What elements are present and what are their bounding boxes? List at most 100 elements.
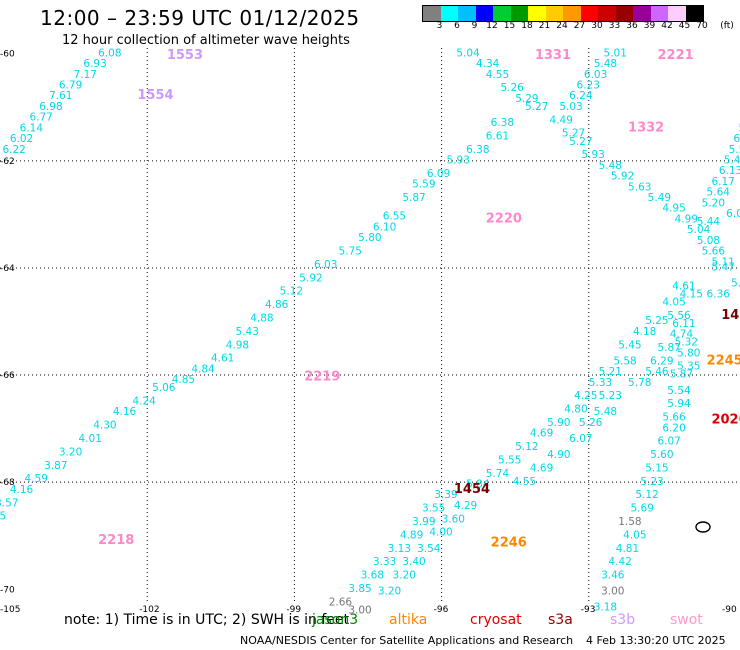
swh-value: 5.06 — [152, 382, 176, 394]
lat-lon-grid — [0, 48, 740, 603]
swh-value: 4.01 — [79, 433, 102, 445]
lat-tick-label: -70 — [0, 585, 15, 595]
swh-value: 6.38 — [466, 144, 489, 156]
swh-value: 4.98 — [226, 339, 249, 351]
swh-value: 5.12 — [515, 441, 538, 453]
swh-value: 5.23 — [599, 390, 622, 402]
swh-value: 3.54 — [417, 543, 441, 555]
swh-value: 4.55 — [486, 69, 509, 81]
swh-value: 6.93 — [83, 58, 106, 70]
swh-value: 5.04 — [456, 47, 480, 59]
swh-value: 5.69 — [631, 503, 654, 515]
generated-timestamp: 4 Feb 13:30:20 UTC 2025 — [586, 634, 726, 647]
swh-value: 5.45 — [618, 339, 641, 351]
swh-value: 3.57 — [0, 497, 18, 509]
swh-value: 5.66 — [662, 412, 686, 424]
pass-number-label: 1332 — [628, 120, 664, 135]
swh-value: 5.12 — [280, 286, 303, 298]
swh-value: 4.30 — [93, 420, 116, 432]
swh-value: 5.29 — [515, 93, 538, 105]
swh-value: 4.86 — [265, 299, 289, 311]
swh-value: 7.17 — [74, 69, 97, 81]
scale-swatch — [563, 6, 581, 21]
scale-swatch — [580, 6, 598, 21]
swh-value: 5.74 — [486, 468, 510, 480]
swh-value: 5.25 — [645, 315, 668, 327]
swh-value: 4.90 — [547, 449, 570, 461]
swh-value: 5.27 — [569, 136, 592, 148]
scale-swatch — [545, 6, 563, 21]
swh-value: 5.04 — [687, 224, 711, 236]
swh-value: 6.36 — [707, 288, 731, 300]
color-scale-labels: 3 6 9 12 15 18 21 24 27 30 33 36 39 42 45 70 (ft) — [422, 21, 740, 33]
swh-value: 6.07 — [657, 436, 680, 448]
swh-value: 4.80 — [564, 404, 587, 416]
swh-value: 6.24 — [569, 90, 593, 102]
scale-label: 6 — [454, 21, 460, 31]
scale-swatch — [440, 6, 458, 21]
pass-labels-layer: 1553 1554 1331 2221 1332 2220 2219 2218 2246 2245… — [98, 48, 740, 550]
swh-value: 4.61 — [211, 353, 234, 365]
swh-value: 5.66 — [702, 246, 726, 258]
lat-tick-label: -62 — [0, 157, 15, 167]
scale-label: 12 — [486, 21, 498, 31]
scale-label: 45 — [678, 21, 691, 31]
swh-value: 4.85 — [172, 374, 195, 386]
swh-value: 3.46 — [601, 570, 625, 582]
scale-label: 36 — [626, 21, 638, 31]
swh-value: 3.85 — [348, 583, 371, 595]
scale-label: 18 — [521, 21, 533, 31]
lon-tick-label: -99 — [286, 605, 301, 615]
swh-value: 3.20 — [378, 586, 401, 598]
swh-value: 5.75 — [339, 246, 362, 258]
swh-value: 6.03 — [584, 69, 607, 81]
swh-value: 5.26 — [579, 417, 603, 429]
swh-value: 6.03 — [314, 259, 337, 271]
swh-value: 5.48 — [594, 58, 617, 70]
scale-swatch — [633, 6, 651, 21]
pass-number-label: 1554 — [137, 88, 173, 103]
swh-value: 5.21 — [599, 366, 622, 378]
swh-value: 5.35 — [677, 361, 700, 373]
swh-value: 5.59 — [412, 179, 435, 191]
swh-value: 5.37 — [738, 122, 740, 134]
scale-swatch — [668, 6, 686, 21]
swh-value: 7.61 — [49, 90, 72, 102]
scale-swatch — [528, 6, 546, 21]
scale-swatch — [650, 6, 668, 21]
swh-value: 5.92 — [299, 272, 322, 284]
lat-tick-label: -60 — [0, 50, 15, 60]
swh-value: 5.80 — [677, 347, 700, 359]
swh-value: 6.14 — [20, 122, 44, 134]
swh-value: 6.29 — [650, 355, 673, 367]
pass-number-label: 2219 — [304, 369, 340, 384]
swh-value: 6.04 — [734, 133, 740, 145]
scale-swatch — [510, 6, 528, 21]
swh-value: 5.32 — [675, 337, 698, 349]
swh-value: 5.63 — [628, 181, 651, 193]
pass-number-label: 1454 — [454, 482, 490, 497]
swh-value: 6.02 — [10, 133, 33, 145]
lon-tick-label: -96 — [434, 605, 449, 615]
scale-swatch — [685, 6, 703, 21]
swh-value: 6.61 — [486, 130, 509, 142]
swh-value-low: 3.00 — [348, 604, 371, 616]
scale-label: 33 — [608, 21, 621, 31]
pass-number-label: 1453 — [721, 308, 740, 323]
swh-value: 6.07 — [569, 433, 592, 445]
pass-number-label: 2218 — [98, 533, 134, 548]
swh-value: 5.84 — [466, 479, 490, 491]
scale-swatch — [423, 6, 441, 21]
swh-value: 4.49 — [550, 114, 573, 126]
swh-value: 5.15 — [645, 462, 668, 474]
swh-value: 6.10 — [373, 221, 396, 233]
swh-value: 5.27 — [525, 101, 548, 113]
swh-value: 6.23 — [577, 80, 600, 92]
satellite-legend-s3a: s3a — [548, 612, 573, 628]
swh-value: 4.99 — [675, 213, 698, 225]
swh-value: 4.88 — [250, 313, 273, 325]
swh-value: 4.29 — [454, 500, 477, 512]
scale-label: 15 — [503, 21, 516, 31]
swh-value: 3.20 — [393, 570, 416, 582]
swh-value: 5.20 — [702, 197, 725, 209]
